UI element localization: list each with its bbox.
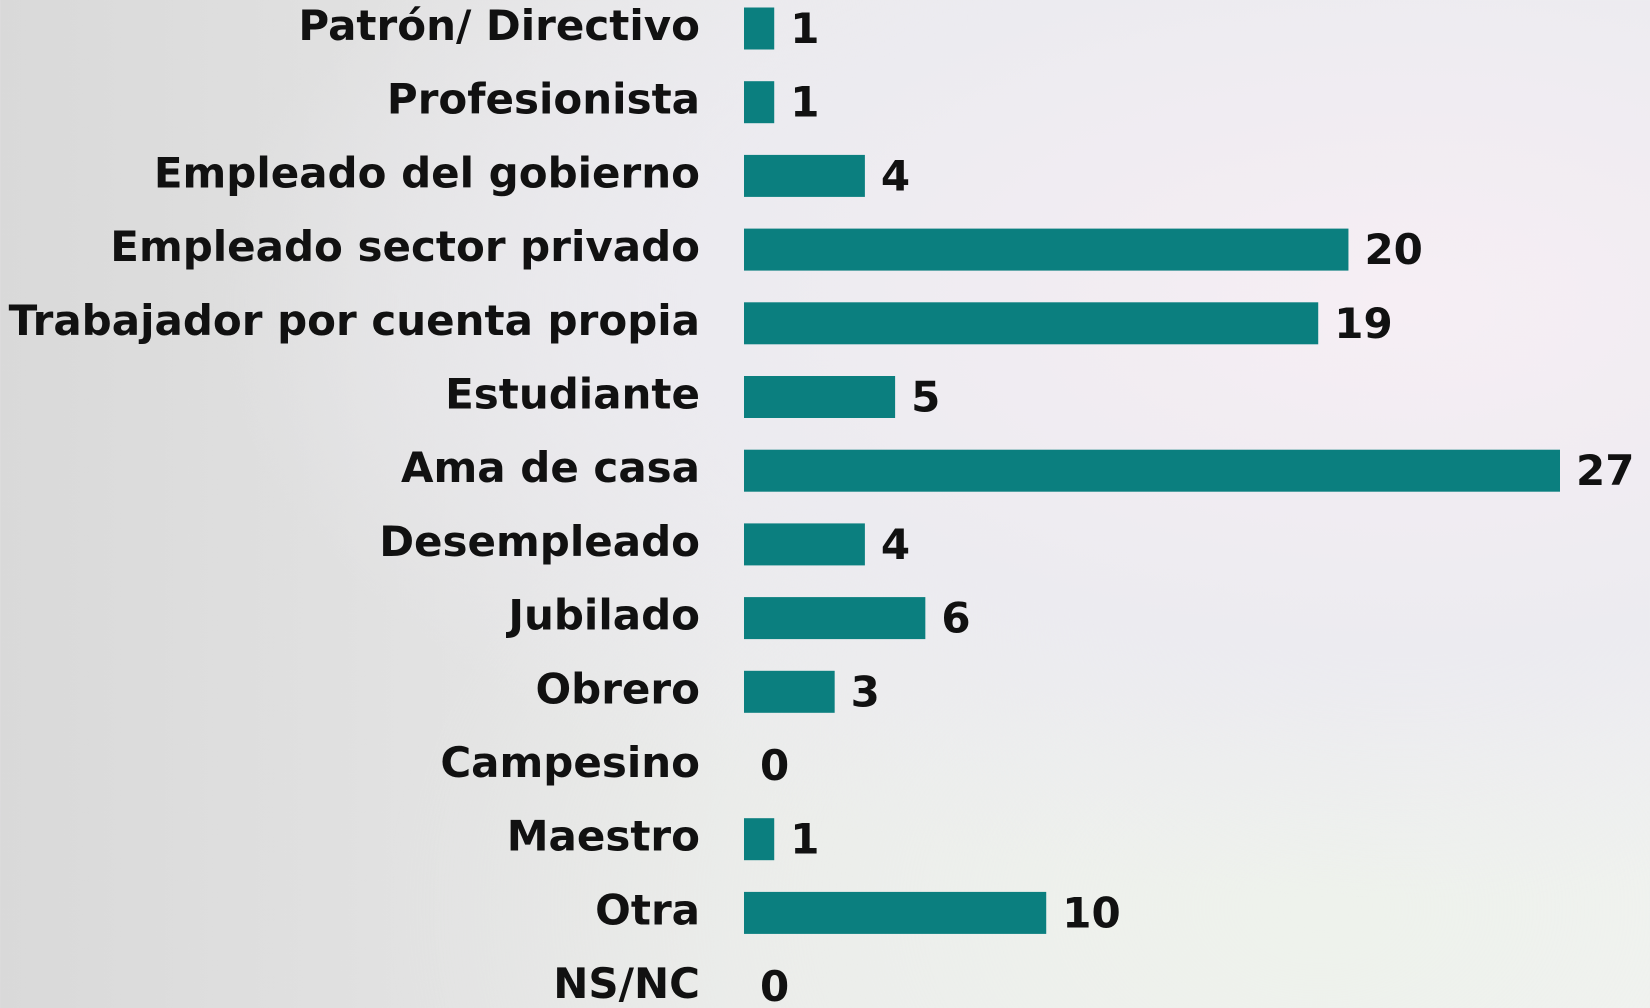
bar xyxy=(744,818,775,861)
category-label: Patrón/ Directivo xyxy=(298,1,700,50)
bar xyxy=(744,7,775,50)
value-label: 1 xyxy=(790,78,819,127)
category-label: NS/NC xyxy=(553,959,700,1008)
bar xyxy=(744,376,896,418)
value-label: 0 xyxy=(760,962,789,1008)
bar xyxy=(744,523,865,566)
value-label: 20 xyxy=(1364,225,1422,274)
category-label: Profesionista xyxy=(387,75,700,124)
category-label: Trabajador por cuenta propia xyxy=(9,296,700,345)
bar xyxy=(744,81,775,124)
category-label: Estudiante xyxy=(445,370,700,419)
value-label: 4 xyxy=(881,520,910,569)
category-label: Maestro xyxy=(507,812,700,861)
value-label: 27 xyxy=(1576,446,1634,495)
category-label: Desempleado xyxy=(379,517,700,566)
bar xyxy=(744,154,865,197)
value-label: 1 xyxy=(790,815,819,864)
value-label: 6 xyxy=(941,594,970,643)
category-label: Campesino xyxy=(440,738,700,787)
category-label: Jubilado xyxy=(505,591,700,640)
category-label: Empleado sector privado xyxy=(110,222,700,271)
bar xyxy=(744,449,1560,492)
category-label: Obrero xyxy=(535,664,700,713)
value-label: 0 xyxy=(760,741,789,790)
bar xyxy=(744,228,1349,271)
bar xyxy=(744,891,1047,934)
value-label: 1 xyxy=(790,4,819,53)
value-label: 19 xyxy=(1334,299,1392,348)
bar xyxy=(744,302,1319,345)
value-label: 10 xyxy=(1062,888,1120,937)
value-label: 3 xyxy=(851,667,880,716)
value-label: 5 xyxy=(911,373,940,422)
bar xyxy=(744,670,835,713)
category-label: Otra xyxy=(595,885,700,934)
bar xyxy=(744,597,926,640)
value-label: 4 xyxy=(881,151,910,200)
category-label: Empleado del gobierno xyxy=(154,148,700,197)
category-label: Ama de casa xyxy=(401,443,700,492)
